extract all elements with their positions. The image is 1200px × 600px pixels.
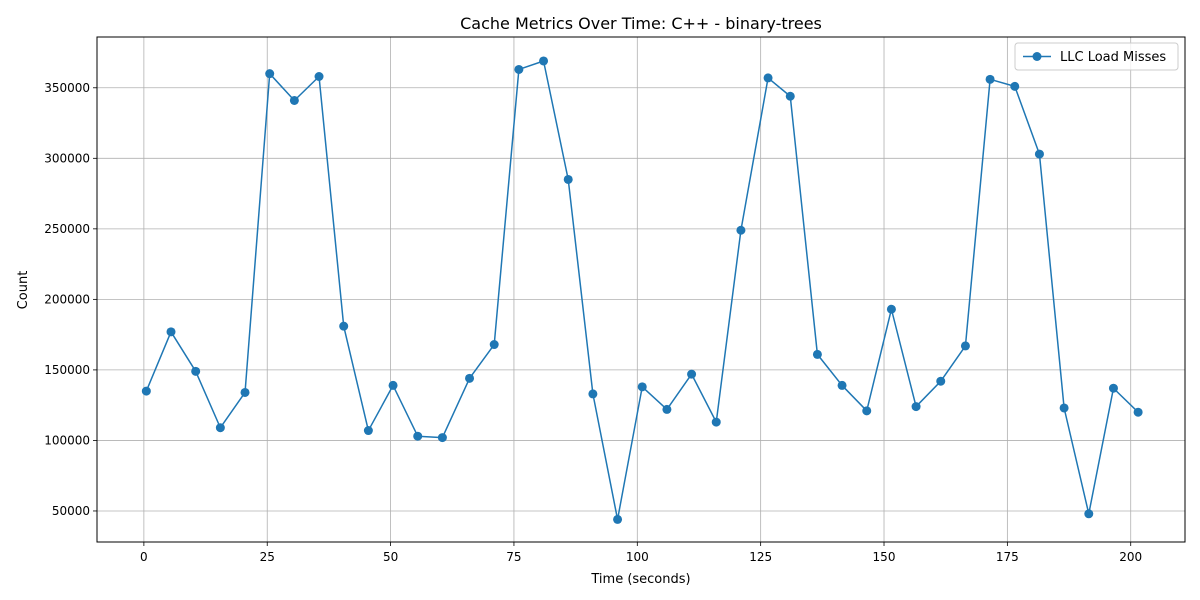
data-point [1034,149,1044,159]
data-point [637,382,647,392]
y-tick-label: 350000 [44,81,90,95]
data-point [960,341,970,351]
data-point [985,74,995,84]
data-point [489,340,499,350]
x-tick-label: 200 [1119,550,1142,564]
series-line [145,60,1139,521]
data-point [736,225,746,235]
x-tick-label: 0 [140,550,148,564]
data-point [363,426,373,436]
data-point [812,349,822,359]
data-point [563,174,573,184]
data-point [339,321,349,331]
y-axis-label: Count [16,271,31,310]
data-point [613,514,623,524]
chart-title: Cache Metrics Over Time: C++ - binary-tr… [460,14,822,33]
data-point [911,402,921,412]
x-axis-label: Time (seconds) [590,572,690,587]
data-point [539,56,549,66]
x-tick-label: 75 [506,550,521,564]
data-point [1108,383,1118,393]
data-point [465,373,475,383]
data-point [240,387,250,397]
data-point [1084,509,1094,519]
series-lines [145,60,1139,521]
legend: LLC Load Misses [1014,42,1179,71]
data-point [437,433,447,443]
y-tick-label: 150000 [44,363,90,377]
x-tick-label: 125 [749,550,772,564]
x-tick-label: 150 [873,550,896,564]
x-tick-label: 100 [626,550,649,564]
data-point [785,91,795,101]
data-point [1010,81,1020,91]
data-point [687,369,697,379]
y-tick-label: 50000 [52,504,90,518]
x-axis-ticks: 0 25 50 75 100 125 150 175 200 [140,542,1142,564]
plot-frame [96,36,1186,543]
y-tick-label: 200000 [44,292,90,306]
data-point [711,417,721,427]
data-point [166,327,176,337]
data-point [588,389,598,399]
data-point [141,386,151,396]
y-tick-label: 300000 [44,151,90,165]
data-point [662,404,672,414]
data-point [265,69,275,79]
data-point [514,64,524,74]
data-point [936,376,946,386]
data-point [862,406,872,416]
data-point [1133,407,1143,417]
data-point [289,95,299,105]
legend-box [1014,42,1179,71]
y-tick-label: 250000 [44,222,90,236]
legend-marker-swatch [1032,52,1042,61]
data-point [886,304,896,314]
data-point [413,431,423,441]
grid-lines [97,37,1185,542]
x-tick-label: 25 [260,550,275,564]
x-tick-label: 50 [383,550,398,564]
series-markers [141,56,1143,524]
data-point [191,366,201,376]
legend-entry-label: LLC Load Misses [1060,50,1166,65]
y-tick-label: 100000 [44,433,90,447]
data-point [388,380,398,390]
data-point [1059,403,1069,413]
data-point [215,423,225,433]
x-tick-label: 175 [996,550,1019,564]
data-point [837,380,847,390]
y-axis-ticks: 50000 100000 150000 200000 250000 300000 35000… [44,81,97,518]
data-point [314,71,324,81]
data-point [763,73,773,83]
